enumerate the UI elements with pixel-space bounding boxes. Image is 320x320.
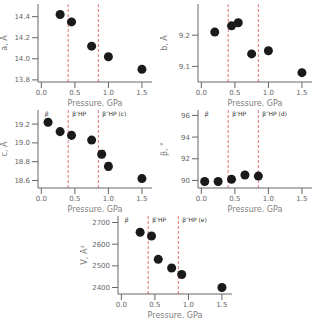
svg-text:0.5: 0.5	[229, 195, 240, 203]
svg-text:0.0: 0.0	[36, 89, 47, 97]
svg-text:1.0: 1.0	[103, 89, 114, 97]
svg-text:1.5: 1.5	[296, 89, 307, 97]
svg-text:Pressure, GPa: Pressure, GPa	[68, 205, 123, 212]
svg-text:1.0: 1.0	[263, 89, 274, 97]
svg-text:Pressure, GPa: Pressure, GPa	[68, 99, 123, 106]
svg-text:14.2: 14.2	[14, 34, 30, 42]
svg-text:18.6: 18.6	[14, 177, 30, 185]
svg-text:0.0: 0.0	[196, 89, 207, 97]
svg-text:β: β	[125, 216, 129, 224]
svg-text:β″HP (d): β″HP (d)	[262, 110, 287, 118]
svg-text:β, °: β, °	[160, 142, 169, 156]
svg-text:β’HP: β’HP	[152, 216, 166, 224]
svg-text:β″HP (c): β″HP (c)	[102, 110, 126, 118]
svg-text:b, Å: b, Å	[160, 35, 169, 51]
svg-text:a, Å: a, Å	[8, 35, 9, 51]
svg-text:94: 94	[181, 134, 190, 142]
svg-text:2400: 2400	[92, 284, 110, 292]
svg-text:96: 96	[181, 112, 190, 120]
svg-text:19.2: 19.2	[14, 121, 30, 129]
svg-text:β: β	[45, 110, 49, 118]
svg-text:1.5: 1.5	[296, 195, 307, 203]
svg-text:0.5: 0.5	[229, 89, 240, 97]
svg-text:Pressure, GPa: Pressure, GPa	[228, 99, 283, 106]
svg-text:β: β	[205, 110, 209, 118]
svg-text:2600: 2600	[92, 241, 110, 249]
svg-text:β’HP: β’HP	[232, 110, 246, 118]
svg-text:9.1: 9.1	[179, 63, 190, 71]
svg-text:14.4: 14.4	[14, 13, 30, 21]
svg-text:1.0: 1.0	[263, 195, 274, 203]
svg-text:0.0: 0.0	[116, 301, 127, 309]
svg-text:0.5: 0.5	[149, 301, 160, 309]
svg-text:c, Å: c, Å	[8, 141, 9, 156]
svg-text:2700: 2700	[92, 219, 110, 227]
svg-text:β’HP: β’HP	[72, 110, 86, 118]
svg-text:92: 92	[181, 155, 190, 163]
svg-text:0.5: 0.5	[69, 89, 80, 97]
svg-text:Pressure, GPa: Pressure, GPa	[148, 311, 203, 318]
svg-text:0.5: 0.5	[69, 195, 80, 203]
svg-text:Pressure, GPa: Pressure, GPa	[228, 205, 283, 212]
svg-text:0.0: 0.0	[36, 195, 47, 203]
svg-text:1.0: 1.0	[103, 195, 114, 203]
svg-text:0.0: 0.0	[196, 195, 207, 203]
svg-text:V, Å³: V, Å³	[80, 245, 89, 264]
svg-text:2500: 2500	[92, 262, 110, 270]
svg-text:1.5: 1.5	[136, 89, 147, 97]
svg-text:90: 90	[181, 177, 190, 185]
svg-text:1.5: 1.5	[136, 195, 147, 203]
svg-text:13.8: 13.8	[14, 76, 30, 84]
svg-text:9.2: 9.2	[179, 32, 190, 40]
svg-text:19.0: 19.0	[14, 139, 30, 147]
svg-text:1.0: 1.0	[183, 301, 194, 309]
svg-text:18.8: 18.8	[14, 158, 30, 166]
svg-text:14.0: 14.0	[14, 55, 30, 63]
svg-text:β″HP (e): β″HP (e)	[182, 216, 206, 224]
svg-text:1.5: 1.5	[216, 301, 227, 309]
